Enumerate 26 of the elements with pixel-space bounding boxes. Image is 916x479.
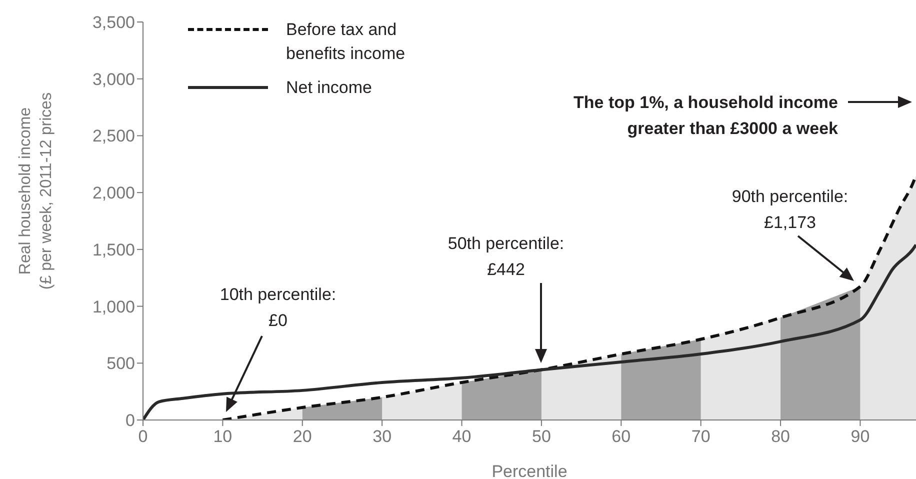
y-axis-title: Real household income (£ per week, 2011-12 prices [17, 92, 55, 290]
x-tick-label: 90 [850, 427, 870, 446]
x-axis-title: Percentile [492, 462, 568, 479]
y-tick-label: 2,000 [92, 184, 135, 203]
y-tick-label: 500 [106, 354, 135, 374]
annotation: 90th percentile: £1,173 [732, 187, 848, 232]
y-tick-label: 0 [126, 411, 135, 430]
annotation: 50th percentile: £442 [448, 234, 564, 279]
x-tick-label: 0 [138, 427, 148, 446]
annotation: The top 1%, a household income greater than £3000 a week [574, 93, 839, 138]
y-tick-label: 1,000 [92, 297, 135, 316]
x-tick-label: 10 [213, 427, 232, 446]
y-tick-label: 2,500 [92, 126, 135, 146]
legend-label: Net income [286, 77, 373, 99]
x-tick-label: 30 [372, 427, 392, 446]
x-tick-label: 20 [292, 427, 312, 446]
x-tick-label: 40 [452, 427, 472, 446]
annotation: 10th percentile: £0 [220, 285, 336, 330]
x-tick-label: 80 [771, 427, 790, 446]
y-tick-label: 1,500 [92, 240, 135, 260]
x-tick-label: 50 [532, 427, 551, 446]
y-tick-label: 3,500 [92, 13, 135, 32]
x-tick-label: 60 [612, 427, 631, 446]
x-tick-label: 70 [691, 427, 710, 446]
y-tick-label: 3,000 [92, 70, 135, 89]
legend-label: Before tax and benefits income [286, 19, 406, 65]
